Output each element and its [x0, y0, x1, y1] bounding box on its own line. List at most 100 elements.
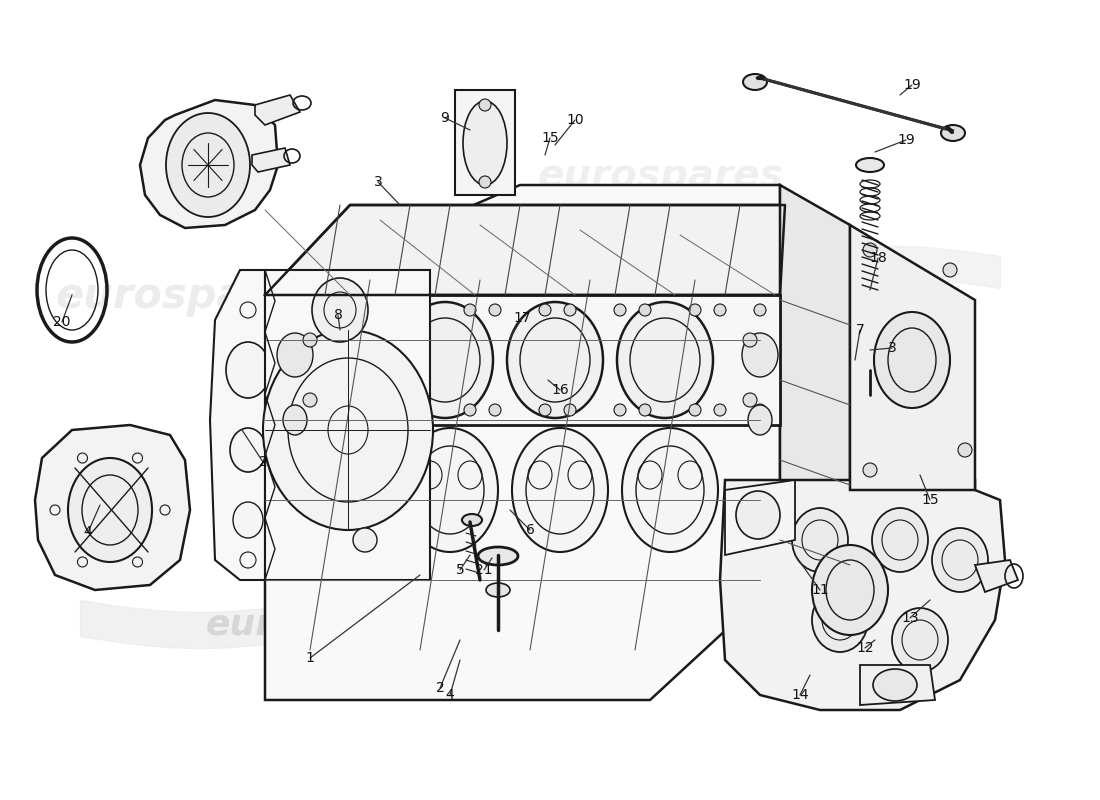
Circle shape [614, 404, 626, 416]
Ellipse shape [812, 545, 888, 635]
Circle shape [714, 304, 726, 316]
Ellipse shape [478, 547, 518, 565]
Circle shape [364, 404, 376, 416]
Circle shape [689, 404, 701, 416]
Text: 13: 13 [901, 611, 918, 625]
Ellipse shape [68, 458, 152, 562]
Polygon shape [975, 560, 1018, 592]
Polygon shape [140, 100, 278, 228]
Polygon shape [265, 295, 780, 425]
Polygon shape [252, 148, 290, 172]
Text: eurospares: eurospares [694, 263, 887, 293]
Text: 2: 2 [258, 455, 267, 469]
Circle shape [279, 304, 292, 316]
Ellipse shape [166, 113, 250, 217]
Text: 12: 12 [856, 641, 873, 655]
Circle shape [614, 304, 626, 316]
Ellipse shape [226, 342, 270, 398]
Circle shape [564, 304, 576, 316]
Ellipse shape [312, 278, 368, 342]
Ellipse shape [742, 333, 778, 377]
Ellipse shape [792, 508, 848, 572]
Circle shape [742, 333, 757, 347]
Text: 19: 19 [898, 133, 915, 147]
Ellipse shape [283, 405, 307, 435]
Ellipse shape [507, 302, 603, 418]
Ellipse shape [617, 302, 713, 418]
Polygon shape [35, 425, 190, 590]
Polygon shape [265, 205, 785, 295]
Ellipse shape [872, 508, 928, 572]
Ellipse shape [277, 333, 313, 377]
Circle shape [539, 304, 551, 316]
Text: 20: 20 [53, 315, 70, 329]
Ellipse shape [874, 312, 950, 408]
Ellipse shape [486, 583, 510, 597]
Circle shape [302, 333, 317, 347]
Text: 19: 19 [903, 78, 921, 92]
Ellipse shape [736, 491, 780, 539]
Circle shape [353, 528, 377, 552]
Polygon shape [210, 270, 265, 580]
Text: 6: 6 [526, 523, 535, 537]
Polygon shape [455, 90, 515, 195]
Ellipse shape [462, 514, 482, 526]
Ellipse shape [397, 302, 493, 418]
Ellipse shape [230, 428, 266, 472]
Circle shape [389, 304, 402, 316]
Polygon shape [265, 270, 430, 580]
Polygon shape [265, 185, 780, 700]
Text: 17: 17 [514, 311, 531, 325]
Circle shape [639, 304, 651, 316]
Polygon shape [855, 300, 886, 370]
Text: 3: 3 [374, 175, 383, 189]
Circle shape [864, 243, 877, 257]
Circle shape [639, 404, 651, 416]
Ellipse shape [512, 428, 608, 552]
Circle shape [754, 304, 766, 316]
Circle shape [714, 404, 726, 416]
Circle shape [478, 99, 491, 111]
Text: 2: 2 [436, 681, 444, 695]
Text: 10: 10 [566, 113, 584, 127]
Ellipse shape [932, 528, 988, 592]
Circle shape [864, 463, 877, 477]
Ellipse shape [233, 502, 263, 538]
Circle shape [279, 404, 292, 416]
Circle shape [754, 404, 766, 416]
Text: 21: 21 [475, 563, 493, 577]
Text: 14: 14 [791, 688, 808, 702]
Ellipse shape [856, 158, 884, 172]
Circle shape [464, 404, 476, 416]
Polygon shape [780, 185, 850, 590]
Polygon shape [725, 480, 795, 555]
Circle shape [414, 404, 426, 416]
Ellipse shape [892, 608, 948, 672]
Text: eurospares: eurospares [537, 157, 783, 195]
Ellipse shape [402, 428, 498, 552]
Circle shape [314, 404, 326, 416]
Text: 8: 8 [333, 308, 342, 322]
Ellipse shape [287, 302, 383, 418]
Polygon shape [850, 225, 975, 490]
Polygon shape [860, 665, 935, 705]
Circle shape [414, 304, 426, 316]
Text: 9: 9 [441, 111, 450, 125]
Text: 7: 7 [856, 323, 865, 337]
Ellipse shape [748, 405, 772, 435]
Circle shape [490, 404, 500, 416]
Ellipse shape [940, 125, 965, 141]
Text: eurospares: eurospares [55, 275, 319, 317]
Text: 15: 15 [921, 493, 938, 507]
Text: 11: 11 [811, 583, 829, 597]
Circle shape [490, 304, 500, 316]
Text: 4: 4 [446, 688, 454, 702]
Circle shape [364, 304, 376, 316]
Ellipse shape [263, 330, 433, 530]
Polygon shape [255, 95, 300, 125]
Circle shape [943, 263, 957, 277]
Ellipse shape [873, 669, 917, 701]
Text: 4: 4 [84, 525, 92, 539]
Ellipse shape [812, 588, 868, 652]
Circle shape [539, 404, 551, 416]
